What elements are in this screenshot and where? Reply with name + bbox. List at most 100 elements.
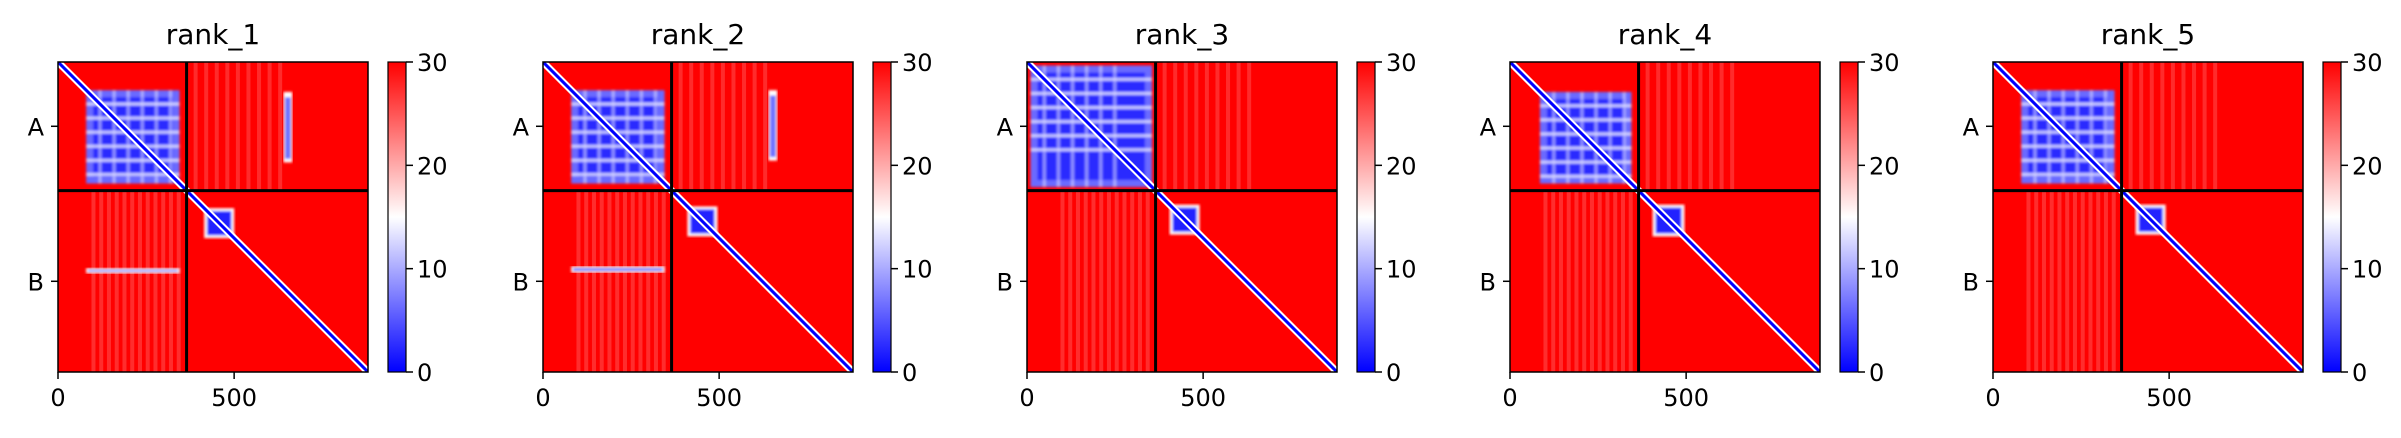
heatmap-streak: [1677, 62, 1682, 191]
colorbar-tick-label: 30: [1386, 49, 1417, 77]
chain-label: A: [513, 113, 530, 141]
chain-label: B: [1480, 268, 1496, 296]
colorbar-tick-label: 20: [2352, 152, 2383, 180]
plot-frame: [542, 61, 854, 373]
x-tick-label: 0: [1985, 384, 2000, 412]
panel-title: rank_1: [166, 18, 260, 51]
heatmap-streak: [678, 62, 683, 191]
heatmap-streak: [2096, 190, 2101, 372]
heatmap-streak: [2160, 62, 2165, 191]
heatmap-streak: [689, 62, 694, 191]
pae-panel-2: rank_2 A B 0 500 0 10 20 30: [513, 18, 933, 412]
heatmap-streak: [246, 62, 251, 191]
x-tick-label: 500: [211, 384, 257, 412]
plot-frame: [57, 61, 369, 373]
colorbar-tick-label: 20: [1386, 152, 1417, 180]
heatmap-streak: [214, 62, 219, 191]
x-tick-label: 500: [2146, 384, 2192, 412]
heatmap-streak: [630, 190, 635, 372]
heatmap-streak: [1597, 190, 1602, 372]
chain-label: B: [1963, 268, 1979, 296]
chain-label: B: [28, 268, 44, 296]
colorbar-tick-label: 10: [1386, 256, 1417, 284]
heatmap-streak: [742, 62, 747, 191]
heatmap-streak: [1162, 62, 1167, 191]
heatmap-streak: [1605, 190, 1610, 372]
colorbar-tick-label: 30: [902, 49, 933, 77]
pae-panel-3: rank_3 A B 0 500 0 10 20 30: [997, 18, 1417, 412]
heatmap-image: [1027, 62, 1337, 372]
panel-title: rank_5: [2101, 18, 2195, 51]
heatmap-streak: [1551, 190, 1556, 372]
heatmap-streak: [235, 62, 240, 191]
heatmap-streak: [161, 190, 166, 372]
heatmap-streak: [267, 62, 272, 191]
heatmap-streak: [1558, 190, 1563, 372]
heatmap-streak: [122, 190, 127, 372]
heatmap-streak: [257, 62, 262, 191]
panel-title: rank_4: [1618, 18, 1712, 51]
heatmap-streak: [646, 190, 651, 372]
heatmap-streak: [1215, 62, 1220, 191]
colorbar-tick-label: 0: [2352, 359, 2367, 387]
heatmap-streak: [576, 190, 581, 372]
x-tick-label: 500: [696, 384, 742, 412]
heatmap-streak: [2192, 62, 2197, 191]
heatmap-streak: [763, 62, 768, 191]
heatmap-streak: [2088, 190, 2093, 372]
diagonal-line: [1510, 62, 1820, 372]
heatmap-streak: [638, 190, 643, 372]
heatmap-streak: [114, 190, 119, 372]
chain-label: B: [513, 268, 529, 296]
heatmap-streak: [2170, 62, 2175, 191]
heatmap-streak: [1060, 190, 1065, 372]
colorbar-tick-label: 0: [417, 359, 432, 387]
heatmap-streak: [1698, 62, 1703, 191]
x-tick-label: 0: [1019, 384, 1034, 412]
heatmap-streak: [1137, 190, 1142, 372]
colorbar-tick-label: 0: [902, 359, 917, 387]
heatmap-streak: [2149, 62, 2154, 191]
heatmap-streak: [1566, 190, 1571, 372]
heatmap-streak: [2065, 190, 2070, 372]
panel-title: rank_2: [651, 18, 745, 51]
cross-chain-strip: [283, 91, 293, 163]
heatmap-streak: [1183, 62, 1188, 191]
heatmap-streak: [1194, 62, 1199, 191]
heatmap-streak: [1666, 62, 1671, 191]
heatmap-streak: [1075, 190, 1080, 372]
diagonal-line: [543, 62, 853, 372]
colorbar-tick-label: 20: [902, 152, 933, 180]
heatmap-streak: [584, 190, 589, 372]
colorbar: [387, 61, 407, 373]
heatmap-streak: [591, 190, 596, 372]
pae-panel-4: rank_4 A B 0 500 0 10 20 30: [1480, 18, 1900, 412]
heatmap-streak: [2080, 190, 2085, 372]
heatmap-streak: [622, 190, 627, 372]
heatmap-streak: [1091, 190, 1096, 372]
heatmap-streak: [1574, 190, 1579, 372]
cross-chain-row: [86, 268, 180, 274]
heatmap-streak: [1543, 190, 1548, 372]
diagonal-line: [58, 62, 368, 372]
chain-label: A: [997, 113, 1014, 141]
heatmap-streak: [2128, 62, 2133, 191]
heatmap-streak: [1173, 62, 1178, 191]
colorbar: [2322, 61, 2342, 373]
heatmap-streak: [599, 190, 604, 372]
heatmap-streak: [653, 190, 658, 372]
diagonal-line: [1027, 62, 1337, 372]
colorbar-tick-label: 20: [1869, 152, 1900, 180]
colorbar-tick-label: 30: [417, 49, 448, 77]
heatmap-streak: [1730, 62, 1735, 191]
heatmap-streak: [2041, 190, 2046, 372]
colorbar: [872, 61, 892, 373]
plot-frame: [1026, 61, 1338, 373]
colorbar-tick-label: 20: [417, 152, 448, 180]
chain-label: A: [28, 113, 45, 141]
colorbar: [1839, 61, 1859, 373]
heatmap-streak: [2034, 190, 2039, 372]
heatmap-streak: [2049, 190, 2054, 372]
colorbar-tick-label: 0: [1386, 359, 1401, 387]
